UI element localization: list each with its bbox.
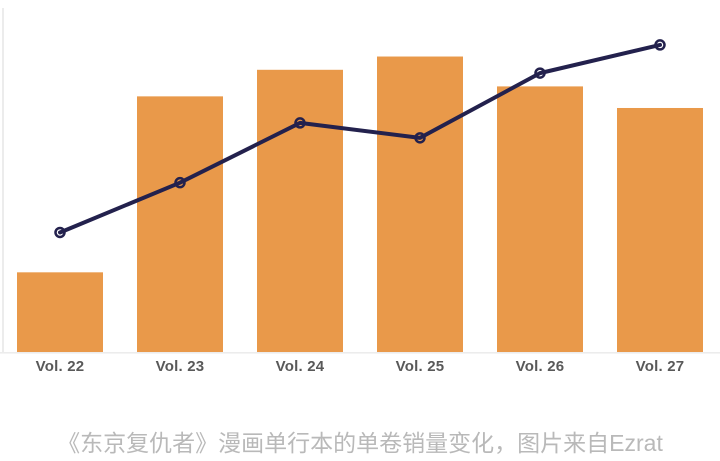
x-axis-label-vol-25: Vol. 25: [395, 358, 445, 375]
bar-vol-23: [137, 96, 223, 352]
x-axis-label-vol-27: Vol. 27: [635, 358, 685, 375]
line-marker-vol-22: [54, 226, 66, 239]
x-axis-labels: Vol. 22 Vol. 23 Vol. 24 Vol. 25 Vol. 26 Vol. …: [0, 358, 720, 375]
line-marker-vol-27: [654, 39, 666, 51]
left-edge-border: [2, 8, 4, 353]
line-marker-vol-26: [534, 67, 546, 79]
bar-vol-22: [17, 272, 103, 352]
line-marker-vol-23: [174, 176, 186, 189]
x-axis-line: [0, 352, 720, 354]
bar-vol-25: [377, 56, 463, 353]
trend-line: [58, 42, 662, 235]
chart-caption: 《东京复仇者》漫画单行本的单卷销量变化，图片来自Ezrat: [57, 430, 663, 456]
x-axis-label-vol-24: Vol. 24: [275, 358, 325, 375]
combo-chart-svg: [0, 39, 720, 354]
x-axis-label-vol-23: Vol. 23: [155, 358, 205, 375]
line-marker-vol-24: [294, 117, 306, 129]
bar-vol-26: [497, 86, 583, 353]
x-axis-label-vol-26: Vol. 26: [515, 358, 565, 375]
combo-chart: [0, 39, 720, 354]
line-marker-vol-25: [414, 132, 426, 144]
x-axis-label-vol-22: Vol. 22: [35, 358, 85, 375]
bar-vol-27: [617, 107, 703, 352]
bar-vol-24: [257, 69, 343, 353]
